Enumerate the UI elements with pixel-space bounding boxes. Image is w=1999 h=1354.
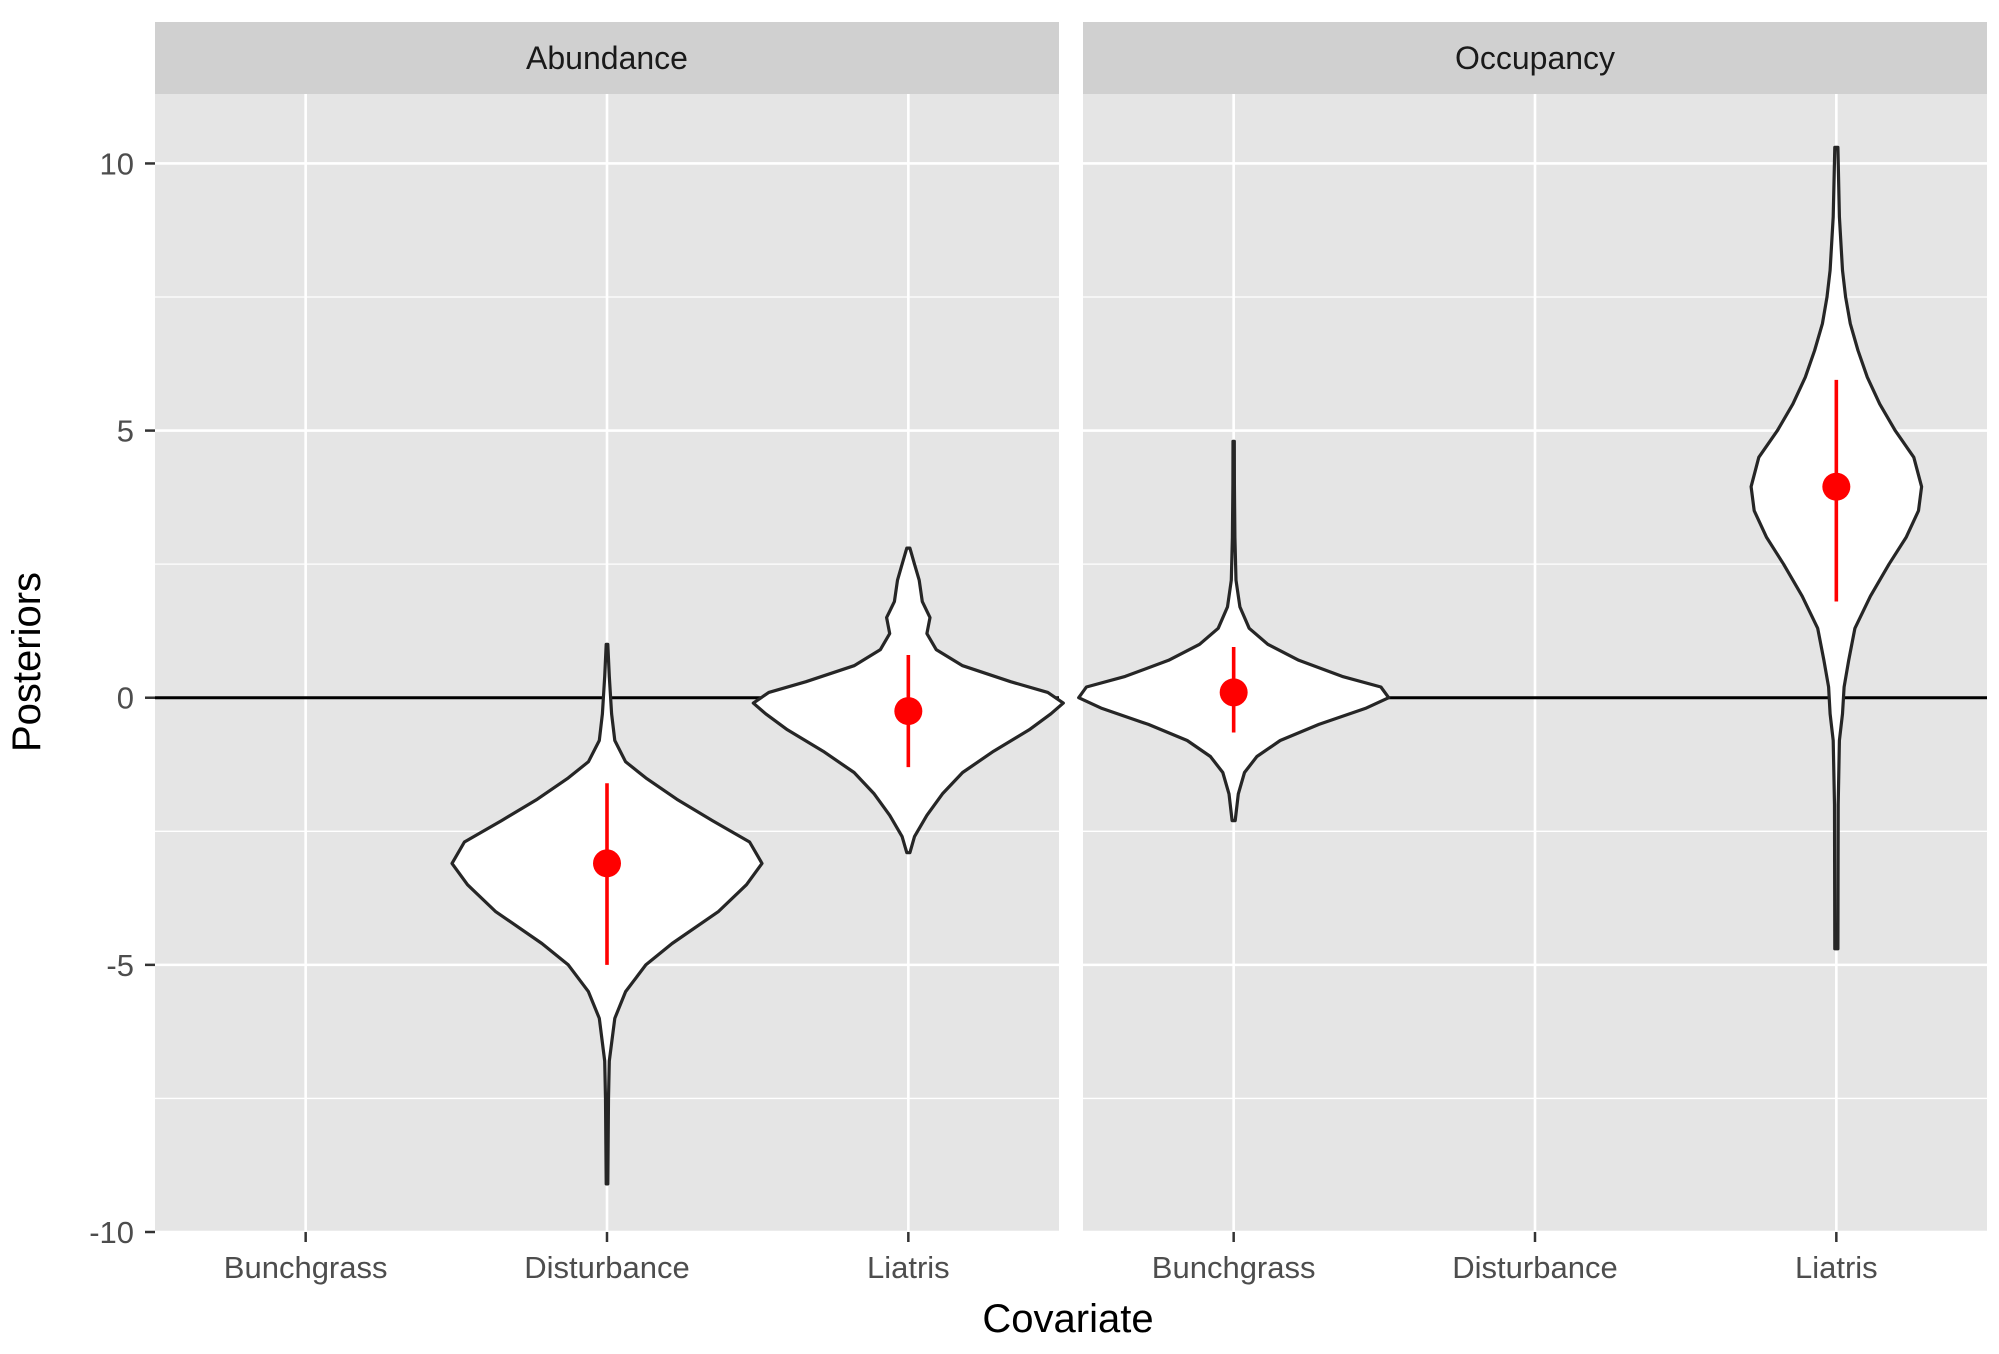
plot-area: -10 -5 0 5 10 Abundance Bunchgrass Disturbance L… [89,22,1987,1285]
y-tick-label: -5 [106,948,134,983]
x-tick-label: Disturbance [1452,1250,1617,1285]
median-point [593,849,621,878]
x-axis-title: Covariate [982,1297,1153,1341]
median-point [1219,678,1248,707]
panel-strip [1083,22,1987,94]
x-tick-label: Liatris [867,1250,950,1285]
panel-strip-label: Occupancy [1455,40,1615,76]
x-tick-label: Liatris [1795,1250,1878,1285]
y-tick-label: -10 [89,1215,134,1250]
panel-strip-label: Abundance [526,40,688,76]
violin-bunchgrass [1077,439,1391,823]
x-tick-label: Bunchgrass [1152,1250,1316,1285]
y-tick-label: 5 [117,414,134,449]
x-tick-label: Bunchgrass [224,1250,388,1285]
median-point [1822,472,1851,501]
x-tick-label: Disturbance [524,1250,689,1285]
y-tick-label: 10 [100,146,134,181]
panel-strip [155,22,1059,94]
y-axis-title: Posteriors [5,572,49,752]
median-point [894,697,923,726]
y-tick-label: 0 [117,681,134,716]
